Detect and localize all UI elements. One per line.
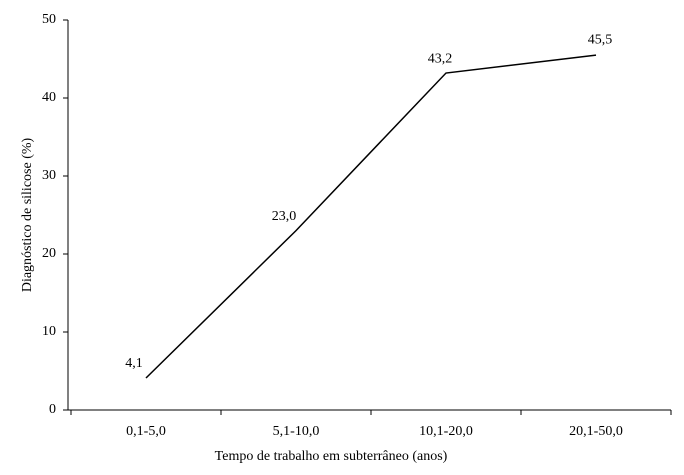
- line: [145, 54, 597, 379]
- x-axis-title: Tempo de trabalho em subterrâneo (anos): [215, 449, 448, 464]
- y-tick-label: 40: [42, 90, 56, 105]
- value-label: 4,1: [125, 356, 143, 371]
- value-label: 43,2: [428, 51, 453, 66]
- y-axis-title: Diagnóstico de silicose (%): [20, 137, 35, 292]
- y-tick-label: 10: [42, 324, 56, 339]
- y-tick-label: 50: [42, 12, 56, 27]
- value-label: 45,5: [588, 32, 613, 47]
- x-tick-label: 5,1-10,0: [273, 424, 320, 439]
- y-tick-label: 0: [49, 402, 56, 417]
- x-tick-label: 10,1-20,0: [419, 424, 473, 439]
- x-tick-label: 20,1-50,0: [569, 424, 623, 439]
- y-tick-label: 20: [42, 246, 56, 261]
- y-tick-label: 30: [42, 168, 56, 183]
- value-label: 23,0: [272, 209, 297, 224]
- x-tick-label: 0,1-5,0: [126, 424, 166, 439]
